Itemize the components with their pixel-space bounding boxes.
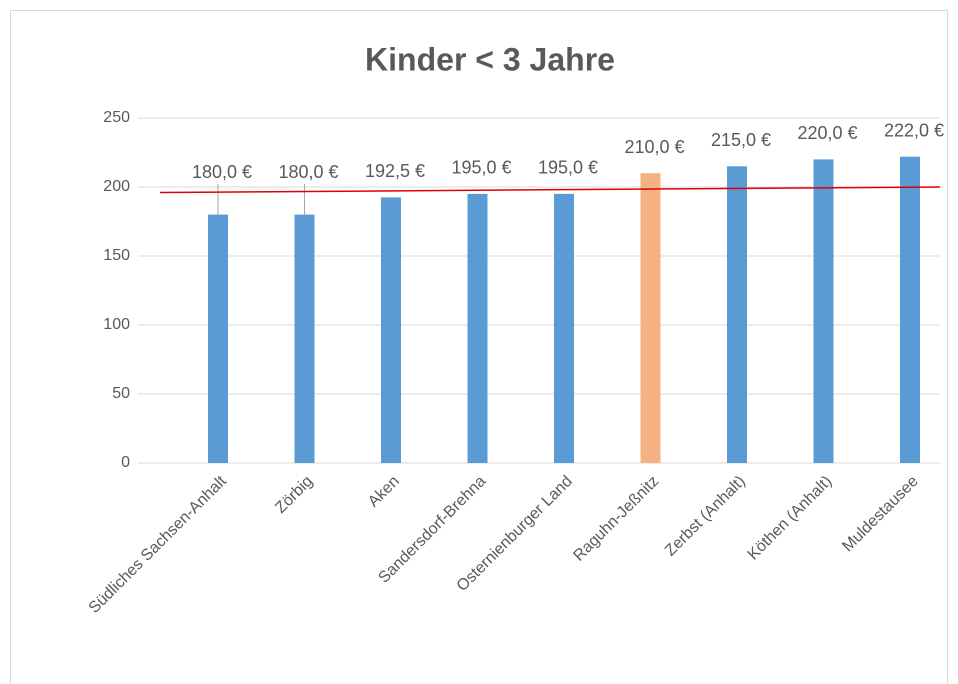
chart-title: Kinder < 3 Jahre	[365, 41, 615, 77]
reference-line	[159, 186, 941, 194]
y-tick-label: 150	[103, 247, 130, 264]
bar	[381, 197, 401, 463]
value-label: 215,0 €	[711, 130, 771, 150]
y-tick-label: 100	[103, 316, 130, 333]
value-label: 180,0 €	[192, 162, 252, 182]
bar	[554, 193, 574, 463]
y-tick-label: 50	[112, 385, 130, 402]
value-label: 192,5 €	[365, 161, 425, 181]
bar	[640, 173, 661, 463]
value-label: 220,0 €	[797, 123, 857, 143]
y-tick-label: 250	[103, 109, 130, 126]
value-label: 195,0 €	[538, 158, 598, 178]
bar	[727, 166, 747, 464]
bar	[208, 214, 228, 463]
bar	[467, 193, 488, 463]
y-tick-label: 0	[121, 454, 130, 471]
y-tick-label: 200	[103, 178, 130, 195]
value-label: 222,0 €	[884, 120, 944, 140]
bar	[294, 214, 315, 463]
bar	[813, 159, 834, 463]
bar	[900, 156, 920, 463]
value-label: 195,0 €	[451, 158, 511, 178]
value-label: 180,0 €	[278, 162, 338, 182]
value-label: 210,0 €	[624, 137, 684, 157]
